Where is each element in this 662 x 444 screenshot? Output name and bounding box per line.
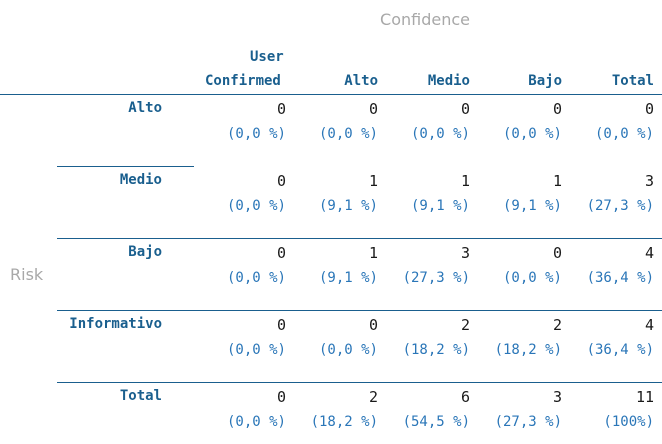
cell-count: 0	[276, 244, 286, 262]
cell-count: 6	[460, 388, 470, 406]
cell-count: 1	[552, 172, 562, 190]
cell-count: 11	[635, 388, 654, 406]
cell-percent: (100%)	[603, 414, 654, 430]
cell-count: 4	[644, 244, 654, 262]
cell-count: 1	[368, 172, 378, 190]
cell-percent: (0,0 %)	[226, 270, 286, 286]
cell-percent: (9,1 %)	[318, 198, 378, 214]
cell-percent: (0,0 %)	[410, 126, 470, 142]
cell-count: 0	[552, 244, 562, 262]
cell-count: 0	[552, 100, 562, 118]
cell-percent: (0,0 %)	[318, 342, 378, 358]
cell-percent: (9,1 %)	[410, 198, 470, 214]
row-label-informativo: Informativo	[69, 316, 162, 332]
cell-count: 0	[460, 100, 470, 118]
column-header-user-confirmed-line2: Confirmed	[205, 73, 281, 89]
cell-percent: (36,4 %)	[586, 342, 654, 358]
column-header-total: Total	[611, 73, 654, 89]
row-divider	[57, 382, 662, 383]
column-header-alto: Alto	[344, 73, 378, 89]
cell-count: 3	[552, 388, 562, 406]
cell-count: 0	[368, 316, 378, 334]
row-axis-title: Risk	[10, 265, 44, 284]
cell-count: 0	[368, 100, 378, 118]
header-divider	[0, 94, 662, 95]
cell-count: 2	[552, 316, 562, 334]
cell-percent: (0,0 %)	[502, 126, 562, 142]
cell-count: 0	[276, 172, 286, 190]
cell-percent: (9,1 %)	[318, 270, 378, 286]
cell-count: 1	[368, 244, 378, 262]
cell-percent: (18,2 %)	[402, 342, 470, 358]
column-header-bajo: Bajo	[528, 73, 562, 89]
cell-percent: (36,4 %)	[586, 270, 654, 286]
cell-count: 2	[368, 388, 378, 406]
cell-percent: (0,0 %)	[318, 126, 378, 142]
row-label-total: Total	[119, 388, 162, 404]
cell-percent: (18,2 %)	[310, 414, 378, 430]
row-label-bajo: Bajo	[128, 244, 162, 260]
cell-percent: (0,0 %)	[226, 126, 286, 142]
row-label-alto: Alto	[128, 100, 162, 116]
cell-percent: (18,2 %)	[494, 342, 562, 358]
column-header-user-confirmed-line1: User	[250, 49, 284, 65]
cell-percent: (9,1 %)	[502, 198, 562, 214]
row-divider	[57, 310, 662, 311]
cell-count: 0	[276, 316, 286, 334]
cell-percent: (27,3 %)	[586, 198, 654, 214]
cell-count: 0	[644, 100, 654, 118]
cell-percent: (27,3 %)	[402, 270, 470, 286]
cell-percent: (0,0 %)	[226, 198, 286, 214]
row-label-medio: Medio	[119, 172, 162, 188]
cell-percent: (54,5 %)	[402, 414, 470, 430]
cell-count: 0	[276, 100, 286, 118]
row-divider	[57, 166, 194, 167]
cell-count: 4	[644, 316, 654, 334]
cell-count: 1	[460, 172, 470, 190]
column-axis-title: Confidence	[380, 10, 470, 29]
cell-percent: (0,0 %)	[226, 414, 286, 430]
cell-count: 3	[644, 172, 654, 190]
cell-percent: (0,0 %)	[226, 342, 286, 358]
cell-count: 2	[460, 316, 470, 334]
cell-percent: (27,3 %)	[494, 414, 562, 430]
row-divider	[57, 238, 662, 239]
cell-percent: (0,0 %)	[594, 126, 654, 142]
cell-count: 3	[460, 244, 470, 262]
column-header-medio: Medio	[427, 73, 470, 89]
cell-percent: (0,0 %)	[502, 270, 562, 286]
cell-count: 0	[276, 388, 286, 406]
